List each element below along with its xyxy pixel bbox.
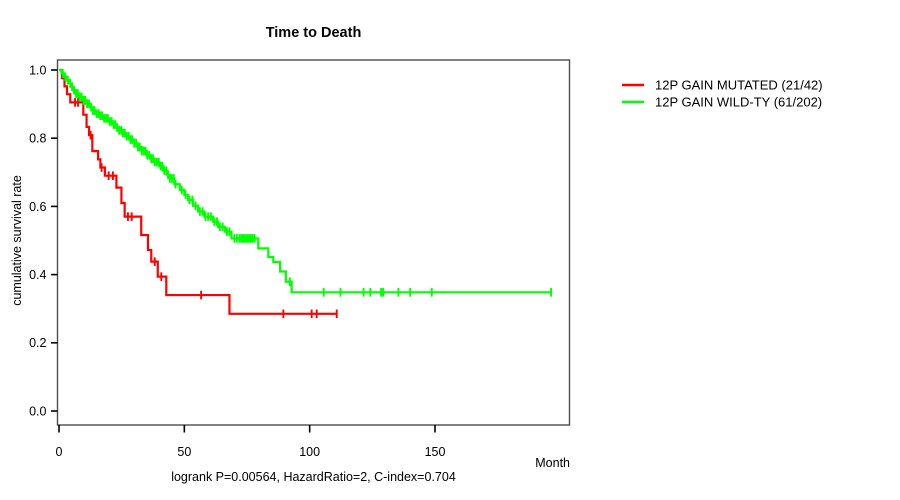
- y-tick-label: 1.0: [29, 63, 46, 77]
- y-tick-label: 0.0: [29, 404, 46, 418]
- y-axis-label: cumulative survival rate: [10, 175, 24, 306]
- survival-curve-0: [59, 68, 337, 315]
- y-tick-label: 0.6: [29, 200, 46, 214]
- x-axis-label: Month: [535, 456, 570, 470]
- x-tick-label: 0: [56, 445, 63, 459]
- y-tick-label: 0.8: [29, 132, 46, 146]
- x-tick-label: 50: [177, 445, 191, 459]
- y-axis: 0.0 0.2 0.4 0.6 0.8 1.0: [29, 63, 58, 418]
- legend-label-0: 12P GAIN MUTATED (21/42): [655, 78, 823, 93]
- y-tick-label: 0.2: [29, 336, 46, 350]
- stats-annotation: logrank P=0.00564, HazardRatio=2, C-inde…: [171, 470, 456, 484]
- chart-title: Time to Death: [266, 25, 362, 41]
- legend: 12P GAIN MUTATED (21/42) 12P GAIN WILD-TY…: [622, 78, 823, 110]
- y-tick-label: 0.4: [29, 268, 46, 282]
- survival-curves: [59, 68, 553, 319]
- x-axis: 0 50 100 150: [56, 425, 446, 459]
- x-tick-label: 100: [299, 445, 320, 459]
- x-tick-label: 150: [425, 445, 446, 459]
- legend-label-1: 12P GAIN WILD-TY (61/202): [655, 95, 822, 110]
- plot-area-border: [56, 59, 571, 426]
